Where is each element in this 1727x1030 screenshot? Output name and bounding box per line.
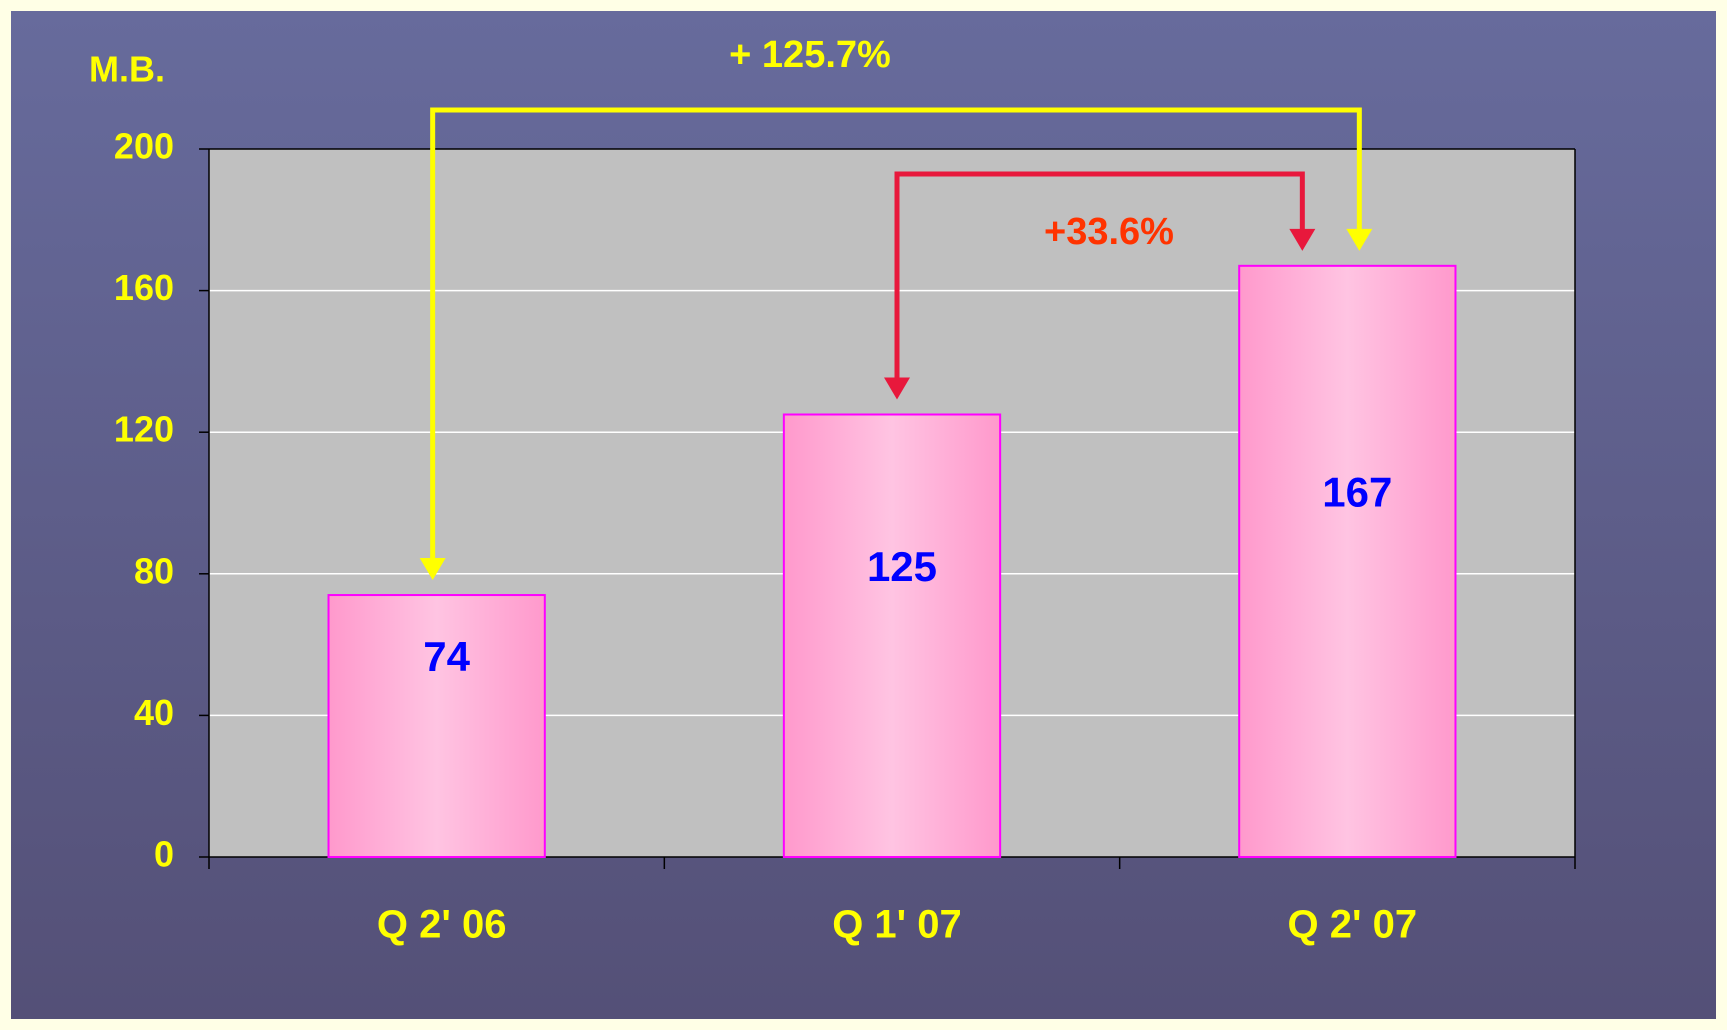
y-axis-label: M.B. <box>89 49 165 90</box>
y-tick-label: 80 <box>134 550 174 591</box>
x-tick-label: Q 2' 07 <box>1288 903 1418 947</box>
bar <box>782 413 1002 858</box>
arrow-head <box>1289 228 1316 251</box>
arrow-head <box>1346 228 1373 251</box>
arrow-head <box>884 377 910 400</box>
x-tick-label: Q 2' 06 <box>377 903 507 947</box>
growth-arrow <box>430 107 1362 561</box>
growth-arrow <box>894 171 1305 380</box>
annotation: +33.6% <box>1044 211 1174 253</box>
bar <box>1238 264 1457 858</box>
arrow-head <box>419 558 446 581</box>
value-label: 167 <box>1322 469 1392 516</box>
value-label: 74 <box>423 633 470 680</box>
value-label: 125 <box>867 543 937 590</box>
y-tick-label: 40 <box>134 692 174 733</box>
y-tick-label: 200 <box>114 126 174 167</box>
y-tick-label: 120 <box>114 409 174 450</box>
y-tick-label: 0 <box>154 834 174 875</box>
annotation: + 125.7% <box>729 34 891 76</box>
bar <box>327 594 546 858</box>
x-tick-label: Q 1' 07 <box>832 903 962 947</box>
y-tick-label: 160 <box>114 267 174 308</box>
